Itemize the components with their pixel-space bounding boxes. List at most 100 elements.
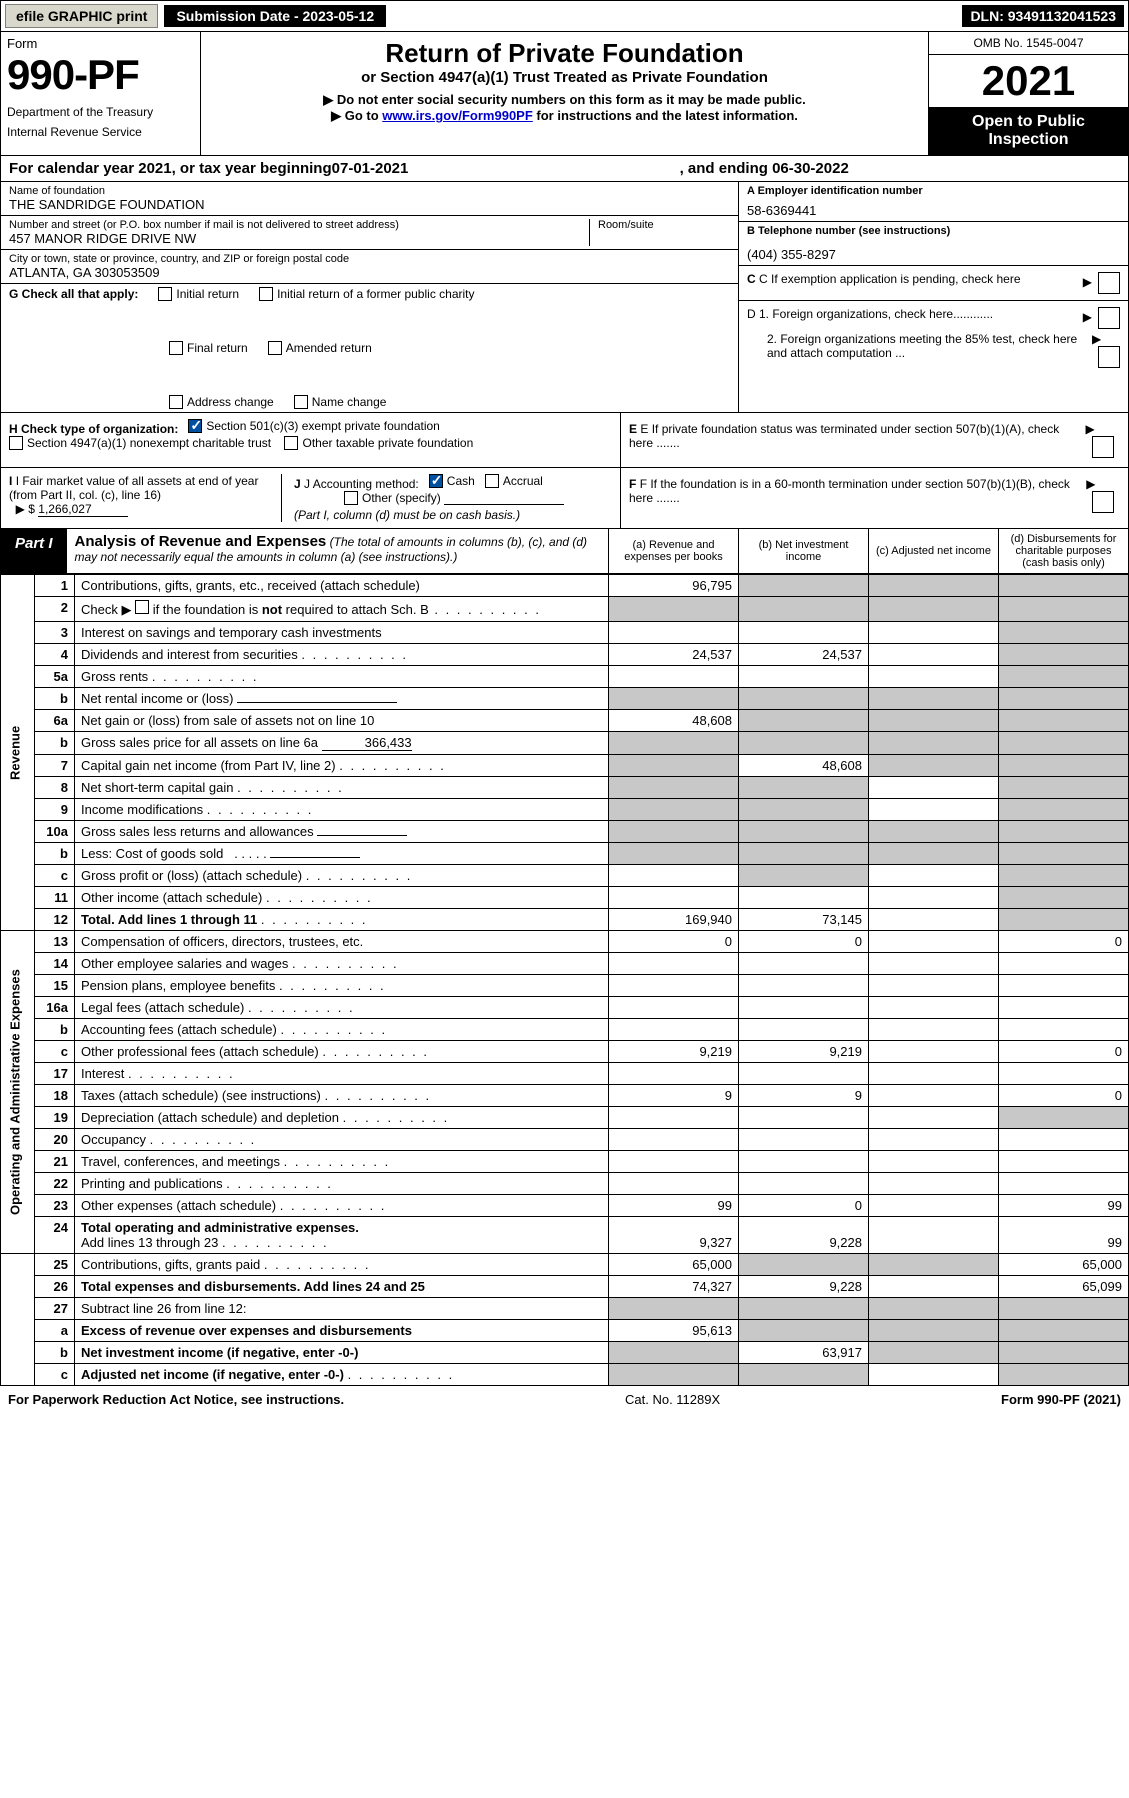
- chk-c[interactable]: [1098, 272, 1120, 294]
- chk-other-acct[interactable]: Other (specify): [344, 491, 441, 505]
- h-e-row: H Check type of organization: Section 50…: [0, 413, 1129, 468]
- r5a-desc: Gross rents: [75, 666, 609, 688]
- r23-a: 99: [609, 1195, 739, 1217]
- row-4: 4Dividends and interest from securities …: [1, 644, 1129, 666]
- cal-begin: 07-01-2021: [332, 160, 409, 177]
- chk-4947[interactable]: Section 4947(a)(1) nonexempt charitable …: [9, 436, 271, 450]
- chk-schb[interactable]: [135, 600, 149, 614]
- form-header: Form 990-PF Department of the Treasury I…: [0, 32, 1129, 156]
- cal-mid: , and ending: [680, 160, 773, 177]
- r11-num: 11: [35, 887, 75, 909]
- r16b-d: Accounting fees (attach schedule): [81, 1022, 277, 1037]
- footer-left: For Paperwork Reduction Act Notice, see …: [8, 1392, 344, 1407]
- footer-right: Form 990-PF (2021): [1001, 1392, 1121, 1407]
- r12-num: 12: [35, 909, 75, 931]
- r1-desc: Contributions, gifts, grants, etc., rece…: [75, 575, 609, 597]
- omb-number: OMB No. 1545-0047: [929, 32, 1128, 55]
- chk-addr[interactable]: Address change: [169, 395, 274, 409]
- row-16c: cOther professional fees (attach schedul…: [1, 1041, 1129, 1063]
- chk-d1[interactable]: [1098, 307, 1120, 329]
- chk-name[interactable]: Name change: [294, 395, 387, 409]
- row-27a: aExcess of revenue over expenses and dis…: [1, 1320, 1129, 1342]
- r27b-d: Net investment income (if negative, ente…: [81, 1345, 358, 1360]
- i-arrow: ▶ $: [16, 502, 35, 516]
- chk-initial[interactable]: Initial return: [158, 287, 239, 301]
- r13-num: 13: [35, 931, 75, 953]
- chk-final[interactable]: Final return: [169, 341, 248, 355]
- ein-label: A Employer identification number: [747, 185, 923, 197]
- ein-cell: A Employer identification number 58-6369…: [739, 182, 1128, 222]
- row-16a: 16aLegal fees (attach schedule): [1, 997, 1129, 1019]
- r2-end: required to attach Sch. B: [282, 602, 429, 617]
- efile-button[interactable]: efile GRAPHIC print: [5, 4, 158, 28]
- g-amended: Amended return: [286, 341, 372, 355]
- i-label: I Fair market value of all assets at end…: [9, 474, 258, 502]
- instr-link[interactable]: www.irs.gov/Form990PF: [382, 108, 533, 123]
- header-right: OMB No. 1545-0047 2021 Open to Public In…: [928, 32, 1128, 155]
- r2-bold: not: [262, 602, 282, 617]
- cal-pre: For calendar year 2021, or tax year begi…: [9, 160, 332, 177]
- chk-501c3[interactable]: Section 501(c)(3) exempt private foundat…: [188, 419, 439, 433]
- r13-b: 0: [739, 931, 869, 953]
- r21-num: 21: [35, 1151, 75, 1173]
- r26-d: Total expenses and disbursements. Add li…: [81, 1279, 425, 1294]
- chk-accrual[interactable]: Accrual: [485, 474, 543, 488]
- chk-cash[interactable]: Cash: [429, 474, 475, 488]
- d2-label: 2. Foreign organizations meeting the 85%…: [747, 332, 1084, 360]
- j-label: J Accounting method:: [304, 477, 419, 491]
- r16b-num: b: [35, 1019, 75, 1041]
- col-d: (d) Disbursements for charitable purpose…: [998, 529, 1128, 573]
- addr-row: Number and street (or P.O. box number if…: [1, 216, 738, 250]
- room-label: Room/suite: [598, 219, 730, 231]
- r19-num: 19: [35, 1107, 75, 1129]
- chk-initial-former[interactable]: Initial return of a former public charit…: [259, 287, 474, 301]
- r24-num: 24: [35, 1217, 75, 1254]
- g-label: G Check all that apply:: [9, 287, 138, 301]
- row-13: Operating and Administrative Expenses 13…: [1, 931, 1129, 953]
- row-10b: bLess: Cost of goods sold . . . . .: [1, 843, 1129, 865]
- form-title: Return of Private Foundation: [211, 38, 918, 69]
- chk-d2[interactable]: [1098, 346, 1120, 368]
- row-6b: bGross sales price for all assets on lin…: [1, 732, 1129, 755]
- r3-desc: Interest on savings and temporary cash i…: [75, 622, 609, 644]
- chk-f[interactable]: [1092, 491, 1114, 513]
- r6b-d: Gross sales price for all assets on line…: [81, 735, 318, 750]
- side-revenue: Revenue: [1, 575, 35, 931]
- r4-b: 24,537: [739, 644, 869, 666]
- r22-num: 22: [35, 1173, 75, 1195]
- part1-title-text: Analysis of Revenue and Expenses: [75, 533, 327, 550]
- r16c-desc: Other professional fees (attach schedule…: [75, 1041, 609, 1063]
- r3-num: 3: [35, 622, 75, 644]
- e-label: E If private foundation status was termi…: [629, 422, 1059, 450]
- g-addr: Address change: [187, 395, 274, 409]
- row-1: Revenue 1 Contributions, gifts, grants, …: [1, 575, 1129, 597]
- r6b-v: 366,433: [322, 735, 412, 751]
- r10b-d: Less: Cost of goods sold: [81, 846, 223, 861]
- r25-num: 25: [35, 1254, 75, 1276]
- row-5b: bNet rental income or (loss): [1, 688, 1129, 710]
- r23-dd: 99: [999, 1195, 1129, 1217]
- chk-e[interactable]: [1092, 436, 1114, 458]
- r10a-num: 10a: [35, 821, 75, 843]
- r5b-desc: Net rental income or (loss): [75, 688, 609, 710]
- r27a-a: 95,613: [609, 1320, 739, 1342]
- city-cell: City or town, state or province, country…: [1, 250, 738, 284]
- r15-d: Pension plans, employee benefits: [81, 978, 275, 993]
- r10c-desc: Gross profit or (loss) (attach schedule): [75, 865, 609, 887]
- r12-b: 73,145: [739, 909, 869, 931]
- j-note: (Part I, column (d) must be on cash basi…: [294, 508, 520, 522]
- col-b: (b) Net investment income: [738, 529, 868, 573]
- j-accrual: Accrual: [503, 474, 543, 488]
- g-initial-former: Initial return of a former public charit…: [277, 287, 474, 301]
- col-headers: (a) Revenue and expenses per books (b) N…: [608, 529, 1128, 573]
- calendar-year-row: For calendar year 2021, or tax year begi…: [0, 156, 1129, 182]
- row-11: 11Other income (attach schedule): [1, 887, 1129, 909]
- f-label: F If the foundation is in a 60-month ter…: [629, 477, 1070, 505]
- r27c-num: c: [35, 1364, 75, 1386]
- r18-a: 9: [609, 1085, 739, 1107]
- row-24: 24Total operating and administrative exp…: [1, 1217, 1129, 1254]
- r10b-desc: Less: Cost of goods sold . . . . .: [75, 843, 609, 865]
- chk-amended[interactable]: Amended return: [268, 341, 372, 355]
- r24-d2: Add lines 13 through 23: [81, 1235, 218, 1250]
- chk-other-tax[interactable]: Other taxable private foundation: [284, 436, 473, 450]
